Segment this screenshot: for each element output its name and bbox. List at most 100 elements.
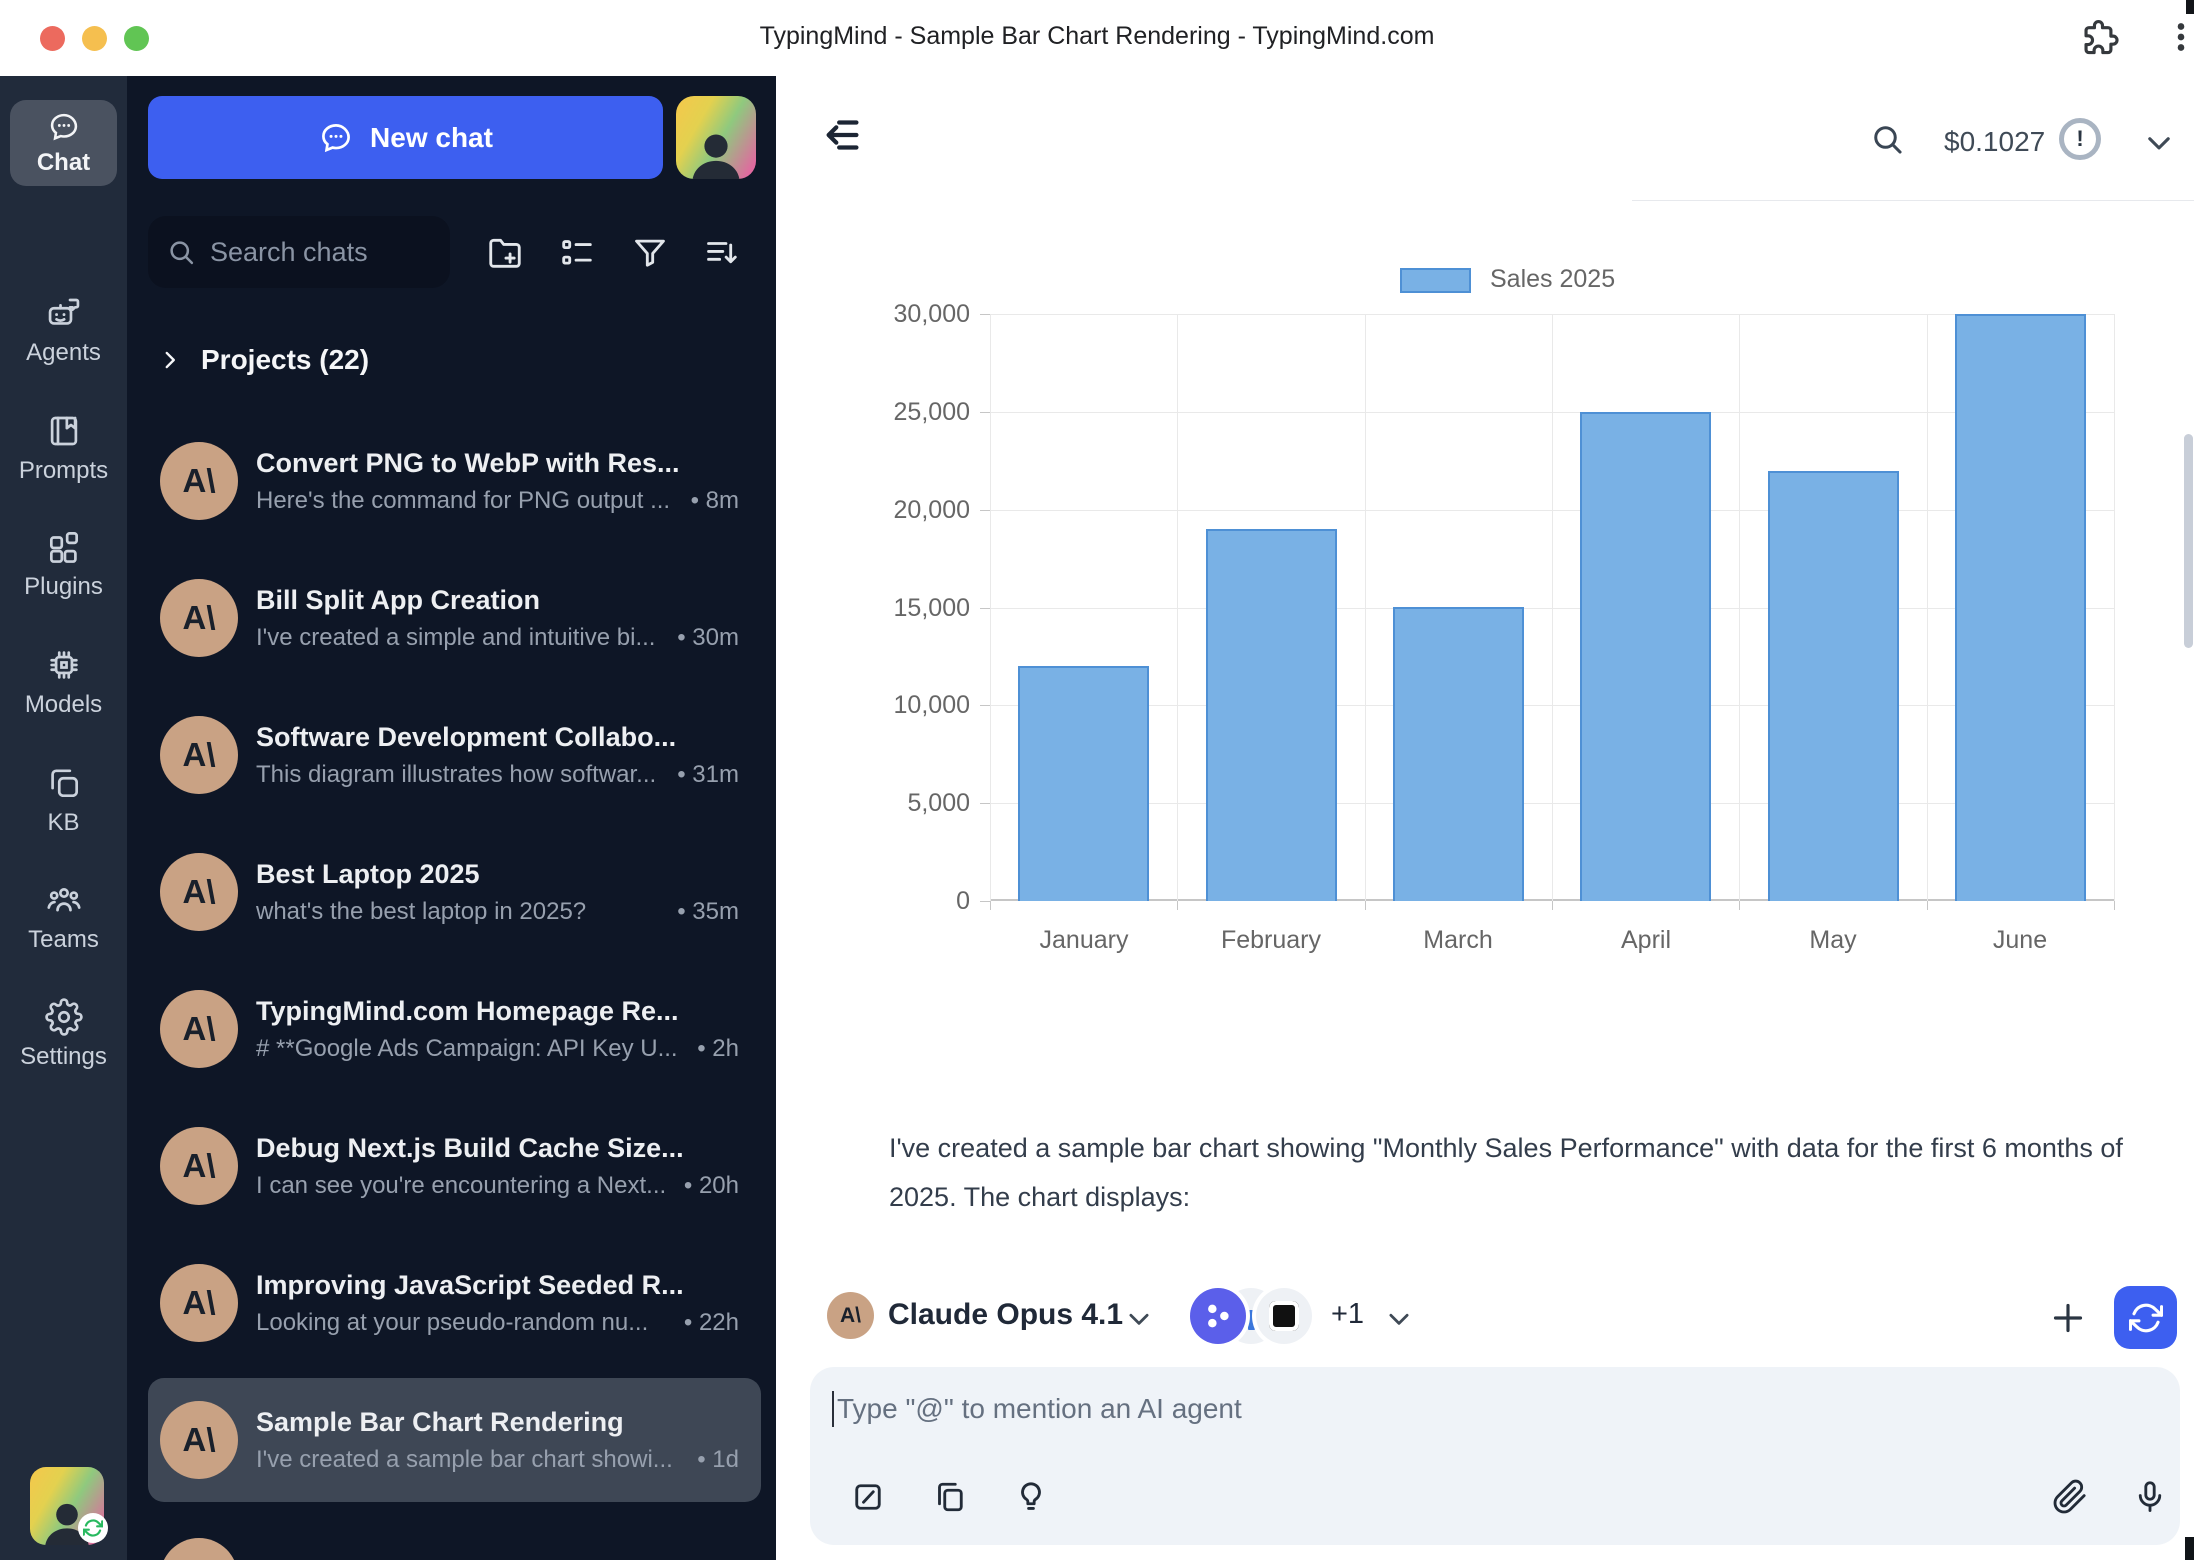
- select-list-icon[interactable]: [558, 234, 596, 272]
- chat-preview: I've created a sample bar chart showi...: [256, 1445, 673, 1473]
- new-chat-label: New chat: [370, 121, 493, 153]
- browser-menu-icon[interactable]: [2160, 16, 2194, 58]
- chat-list-item[interactable]: A\ Add Dark Mode to PluginPermi...: [148, 1515, 761, 1560]
- bar-june[interactable]: [1955, 314, 2086, 901]
- assistant-avatar: A\: [160, 1127, 238, 1205]
- add-attachment-icon[interactable]: [2048, 1298, 2088, 1338]
- scrollbar-thumb[interactable]: [2184, 434, 2193, 648]
- chat-preview: what's the best laptop in 2025?: [256, 897, 587, 925]
- sidebar-item-chat[interactable]: Chat: [10, 100, 117, 186]
- sidebar-item-models[interactable]: Models: [0, 646, 127, 719]
- gridline-v: [1739, 314, 1740, 901]
- new-folder-icon[interactable]: [486, 234, 524, 272]
- legend-label[interactable]: Sales 2025: [1490, 265, 1616, 293]
- sort-descending-icon[interactable]: [703, 234, 741, 272]
- chat-list-item[interactable]: A\ Debug Next.js Build Cache Size... I c…: [148, 1104, 761, 1228]
- sidebar-item-settings[interactable]: Settings: [0, 998, 127, 1071]
- search-placeholder: Search chats: [210, 236, 368, 267]
- mini-bar: [1247, 1310, 1255, 1330]
- filter-icon[interactable]: [631, 234, 669, 272]
- user-avatar[interactable]: [676, 96, 756, 179]
- plugin-icon-3[interactable]: [1256, 1288, 1312, 1344]
- chat-time: • 30m: [677, 623, 739, 651]
- cost-badge[interactable]: $0.1027: [1944, 126, 2046, 157]
- bar-january[interactable]: [1018, 666, 1149, 901]
- plugin-grid-icon: [45, 528, 83, 566]
- search-conversation-icon[interactable]: [1869, 121, 1905, 157]
- pages-copy-icon[interactable]: [932, 1479, 968, 1515]
- sidebar-item-label: Agents: [26, 339, 101, 366]
- collapse-sidebar-icon[interactable]: [820, 112, 866, 158]
- sidebar-item-label: Teams: [28, 926, 99, 953]
- sidebar-item-plugins[interactable]: Plugins: [0, 528, 127, 601]
- chat-preview: I can see you're encountering a Next...: [256, 1171, 667, 1199]
- sidebar-item-label: Plugins: [24, 573, 103, 600]
- bar-march[interactable]: [1393, 607, 1524, 901]
- assistant-message: I've created a sample bar chart showing …: [889, 1133, 2123, 1212]
- prompt-library-icon[interactable]: [850, 1479, 886, 1515]
- chat-list-item[interactable]: A\ Software Development Collabo... This …: [148, 693, 761, 817]
- chevron-down-icon[interactable]: [2142, 126, 2176, 160]
- assistant-avatar: A\: [160, 716, 238, 794]
- chevron-down-icon[interactable]: [1384, 1304, 1414, 1334]
- x-tick-mark: [990, 901, 991, 910]
- sidebar-item-prompts[interactable]: Prompts: [0, 412, 127, 485]
- chat-list-item[interactable]: A\ Best Laptop 2025 what's the best lapt…: [148, 830, 761, 954]
- projects-section-toggle[interactable]: Projects (22): [157, 344, 369, 376]
- plugins-more-count[interactable]: +1: [1331, 1298, 1365, 1330]
- gridline-v: [990, 314, 991, 901]
- sidebar-item-agents[interactable]: Agents: [0, 294, 127, 367]
- zoom-window-button[interactable]: [124, 26, 149, 51]
- person-silhouette: [684, 125, 748, 179]
- chat-bubble-icon: [318, 120, 354, 156]
- y-axis-tick: 25,000: [893, 398, 970, 426]
- chat-time: • 35m: [677, 897, 739, 925]
- chat-title: Debug Next.js Build Cache Size...: [256, 1132, 684, 1163]
- sidebar-item-label: KB: [47, 809, 80, 836]
- sidebar-item-teams[interactable]: Teams: [0, 881, 127, 954]
- search-chats-input[interactable]: Search chats: [148, 216, 450, 288]
- bar-february[interactable]: [1206, 529, 1337, 901]
- chip-icon: [45, 646, 83, 684]
- microphone-icon[interactable]: [2132, 1479, 2168, 1515]
- model-selector[interactable]: Claude Opus 4.1: [888, 1298, 1124, 1331]
- close-window-button[interactable]: [40, 26, 65, 51]
- chat-list-item[interactable]: A\ Convert PNG to WebP with Res... Here'…: [148, 419, 761, 543]
- plugin-icon-1[interactable]: [1190, 1288, 1246, 1344]
- chat-list-item[interactable]: A\ TypingMind.com Homepage Re... # **Goo…: [148, 967, 761, 1091]
- chat-title: Convert PNG to WebP with Res...: [256, 447, 680, 478]
- y-axis-tick: 5,000: [907, 789, 970, 817]
- bar-april[interactable]: [1580, 412, 1711, 901]
- chat-list-item[interactable]: A\ Bill Split App Creation I've created …: [148, 556, 761, 680]
- bar-may[interactable]: [1768, 471, 1899, 901]
- chat-time: • 20h: [683, 1171, 739, 1199]
- projects-label: Projects (22): [201, 344, 370, 375]
- sidebar-item-label: Chat: [36, 148, 91, 176]
- cost-warning-icon[interactable]: !: [2059, 118, 2101, 160]
- input-placeholder: Type "@" to mention an AI agent: [837, 1393, 1242, 1424]
- new-chat-button[interactable]: New chat: [148, 96, 663, 179]
- paperclip-icon[interactable]: [2052, 1479, 2088, 1515]
- lightbulb-icon[interactable]: [1013, 1479, 1049, 1515]
- sidebar-item-kb[interactable]: KB: [0, 764, 127, 837]
- y-axis-tick: 20,000: [893, 496, 970, 524]
- sidebar-item-label: Prompts: [18, 457, 109, 484]
- y-tick-mark: [980, 705, 990, 706]
- chat-title: Best Laptop 2025: [256, 858, 480, 889]
- chevron-down-icon[interactable]: [1124, 1304, 1154, 1334]
- window-edge-artifact: [2186, 0, 2194, 14]
- book-bookmark-icon: [45, 412, 83, 450]
- chat-list-item[interactable]: A\ Improving JavaScript Seeded R... Look…: [148, 1241, 761, 1365]
- minimize-window-button[interactable]: [82, 26, 107, 51]
- model-avatar[interactable]: A\: [827, 1292, 874, 1339]
- browser-extensions-icon[interactable]: [2078, 16, 2120, 58]
- assistant-avatar: A\: [160, 1538, 238, 1560]
- input-placeholder-row[interactable]: Type "@" to mention an AI agent: [832, 1391, 1242, 1427]
- chat-main-panel: $0.1027 ! Sales 2025 30,000 25,000 20,000 1…: [776, 76, 2194, 1560]
- legend-swatch[interactable]: [1400, 268, 1471, 293]
- regenerate-button[interactable]: [2114, 1286, 2177, 1349]
- chevron-right-icon: [157, 347, 183, 373]
- y-tick-mark: [980, 412, 990, 413]
- message-input[interactable]: Type "@" to mention an AI agent: [810, 1367, 2180, 1545]
- chat-list-item-selected[interactable]: A\ Sample Bar Chart Rendering I've creat…: [148, 1378, 761, 1502]
